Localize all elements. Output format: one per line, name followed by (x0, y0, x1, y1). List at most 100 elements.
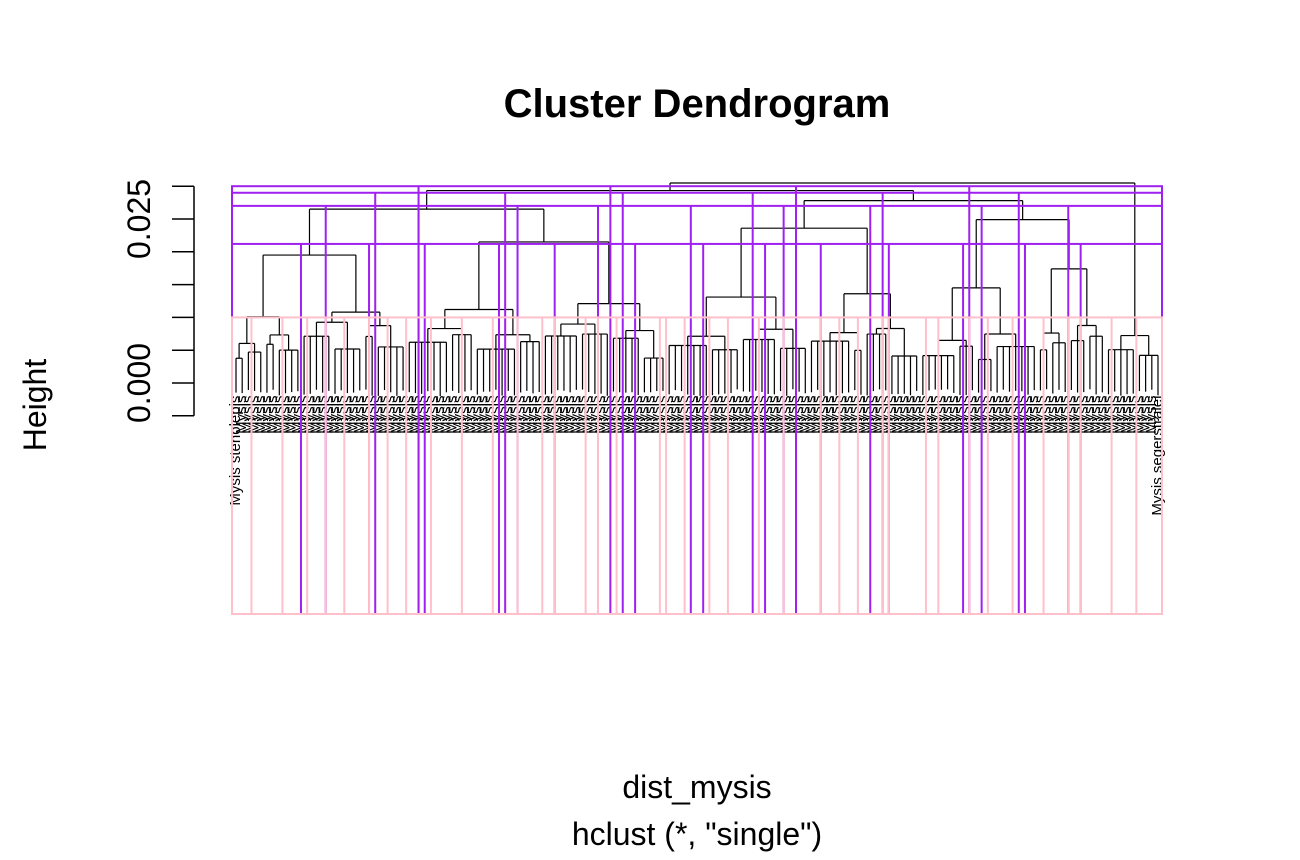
y-axis-label: Height (17, 359, 53, 452)
leaf-label: Mysis (369, 396, 386, 434)
leaf-label: Mysis (1130, 396, 1147, 434)
leaf-label: Mysis (320, 396, 337, 434)
leaf-label: Mysis (982, 396, 999, 434)
leaf-label: Mysis (468, 396, 485, 434)
leaf-label: Mysis (1081, 396, 1098, 434)
leaf-label: Mysis (1025, 396, 1042, 434)
leaf-label: Mysis (833, 396, 850, 434)
leaf-label: Mysis (778, 396, 795, 434)
leaf-label: Mysis (1038, 396, 1055, 434)
leaf-label: Mysis (1087, 396, 1104, 434)
leaf-label: Mysis (759, 396, 776, 434)
chart-subtitle: hclust (*, "single") (572, 816, 822, 852)
leaf-label: Mysis (431, 396, 448, 434)
leaf-label: Mysis (246, 396, 263, 434)
leaf-label: Mysis (703, 396, 720, 434)
leaf-label: Mysis (592, 396, 609, 434)
leaf-label: Mysis (660, 396, 677, 434)
leaf-label: Mysis (462, 396, 479, 434)
leaf-label: Mysis (1112, 396, 1129, 434)
x-axis-label: dist_mysis (622, 769, 771, 805)
leaf-label: Mysis (635, 396, 652, 434)
leaf-label: Mysis (524, 396, 541, 434)
leaf-label: Mysis (345, 396, 362, 434)
leaf-label: Mysis (617, 396, 634, 434)
leaf-label: Mysis (382, 396, 399, 434)
leaf-label: Mysis (642, 396, 659, 434)
leaf-label: Mysis (351, 396, 368, 434)
y-tick-label: 0.000 (121, 343, 157, 423)
leaf-label: Mysis (555, 396, 572, 434)
leaf-label: Mysis (734, 396, 751, 434)
leaf-label: Mysis (765, 396, 782, 434)
leaf-label: Mysis segerstralei (1149, 396, 1166, 516)
leaf-label: Mysis (796, 396, 813, 434)
leaf-label: Mysis (1118, 396, 1135, 434)
leaf-label: Mysis (908, 396, 925, 434)
leaf-label: Mysis (283, 396, 300, 434)
leaf-label: Mysis (722, 396, 739, 434)
leaf-label: Mysis (437, 396, 454, 434)
leaf-label: Mysis (901, 396, 918, 434)
leaf-label: Mysis (1106, 396, 1123, 434)
leaf-label: Mysis (1050, 396, 1067, 434)
leaf-label: Mysis (685, 396, 702, 434)
leaf-label: Mysis (301, 396, 318, 434)
y-tick-label: 0.025 (121, 179, 157, 259)
y-axis: 0.000 0.025 (121, 179, 195, 423)
leaf-label: Mysis (815, 396, 832, 434)
leaf-label: Mysis (1143, 396, 1160, 434)
leaf-label: Mysis (307, 396, 324, 434)
leaf-label: Mysis (1062, 396, 1079, 434)
leaf-label: Mysis (277, 396, 294, 434)
leaf-label: Mysis (963, 396, 980, 434)
leaf-label: Mysis (518, 396, 535, 434)
leaf-label: Mysis (1019, 396, 1036, 434)
leaf-label: Mysis (864, 396, 881, 434)
leaf-label: Mysis (932, 396, 949, 434)
leaf-label: Mysis (945, 396, 962, 434)
leaf-label: Mysis (264, 396, 281, 434)
cluster-rectangle (231, 316, 1163, 615)
leaf-label: Mysis (1044, 396, 1061, 434)
leaf-label: Mysis (629, 396, 646, 434)
leaf-label: Mysis (1093, 396, 1110, 434)
leaf-label: Mysis (425, 396, 442, 434)
leaf-label: Mysis (790, 396, 807, 434)
leaf-label: Mysis (889, 396, 906, 434)
leaf-label: Mysis (895, 396, 912, 434)
leaf-label: Mysis (388, 396, 405, 434)
chart-title: Cluster Dendrogram (504, 82, 891, 126)
cluster-rectangles (231, 185, 1163, 615)
leaf-label: Mysis (456, 396, 473, 434)
leaf-label: Mysis (338, 396, 355, 434)
leaf-label: Mysis (802, 396, 819, 434)
leaf-label: Mysis (561, 396, 578, 434)
leaf-label: Mysis (258, 396, 275, 434)
leaf-label: Mysis (444, 396, 461, 434)
leaf-label: Mysis (852, 396, 869, 434)
leaf-label: Mysis (233, 396, 250, 434)
leaf-label: Mysis (1075, 396, 1092, 434)
leaf-label: Mysis (252, 396, 269, 434)
leaf-label: Mysis (475, 396, 492, 434)
leaf-label: Mysis (666, 396, 683, 434)
leaf-label: Mysis (580, 396, 597, 434)
leaf-label: Mysis (567, 396, 584, 434)
leaf-label: Mysis (994, 396, 1011, 434)
leaf-label: Mysis (840, 396, 857, 434)
leaf-label: Mysis (821, 396, 838, 434)
leaf-label: Mysis (326, 396, 343, 434)
leaf-label: Mysis (549, 396, 566, 434)
leaf-label: Mysis (536, 396, 553, 434)
leaf-label: Mysis (710, 396, 727, 434)
leaf-label: Mysis (512, 396, 529, 434)
leaf-label: Mysis (939, 396, 956, 434)
leaf-label: Mysis (988, 396, 1005, 434)
leaf-label: Mysis (920, 396, 937, 434)
leaf-label: Mysis (728, 396, 745, 434)
leaf-label: Mysis (883, 396, 900, 434)
leaf-label: Mysis (499, 396, 516, 434)
leaf-label: Mysis (400, 396, 417, 434)
